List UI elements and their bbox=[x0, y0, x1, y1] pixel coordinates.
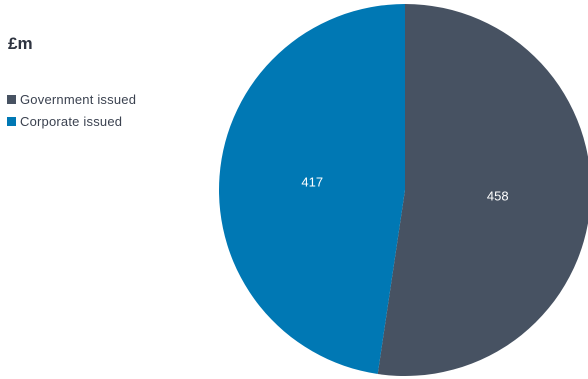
pie-slices bbox=[218, 4, 588, 376]
pie-slice-label-corporate-issued: 417 bbox=[301, 175, 323, 190]
pie-slice-label-government-issued: 458 bbox=[487, 188, 509, 203]
legend-swatch-government-issued bbox=[7, 94, 16, 104]
pie-slice-corporate-issued bbox=[218, 4, 405, 374]
legend-item-corporate-issued: Corporate issued bbox=[7, 110, 136, 132]
chart-title: £m bbox=[8, 34, 33, 53]
pie-labels: 458 417 bbox=[301, 175, 508, 204]
legend-swatch-corporate-issued bbox=[7, 116, 16, 126]
chart-legend: Government issued Corporate issued bbox=[7, 88, 136, 132]
legend-item-government-issued: Government issued bbox=[7, 88, 136, 110]
legend-label-corporate-issued: Corporate issued bbox=[20, 113, 123, 129]
pie-slice-government-issued bbox=[377, 4, 588, 376]
legend-label-government-issued: Government issued bbox=[20, 91, 137, 107]
